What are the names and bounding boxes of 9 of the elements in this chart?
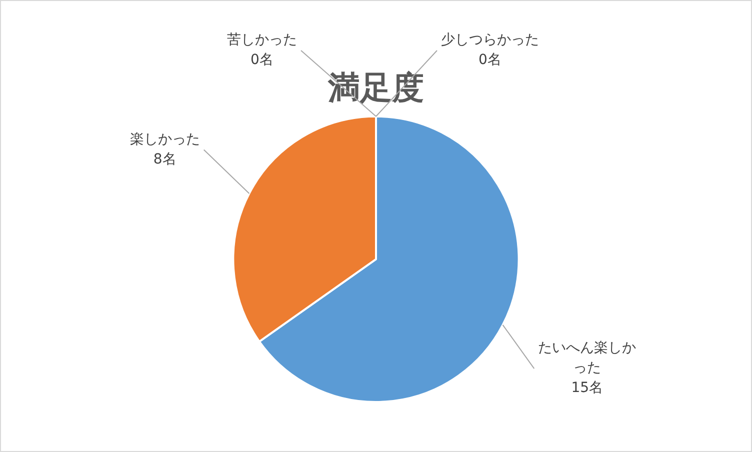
text: 0名	[250, 52, 274, 68]
slice-label: 楽しかった	[130, 131, 200, 148]
data-label: 8名	[153, 151, 176, 168]
text: 0名	[478, 52, 502, 68]
data-label: 15名	[571, 380, 604, 396]
chart-title: 満足度	[327, 68, 424, 107]
slice-label: たいへん楽しかった	[538, 340, 636, 376]
category-label: 苦しかった	[226, 32, 297, 48]
category-label: 少しつらかった	[441, 32, 540, 48]
